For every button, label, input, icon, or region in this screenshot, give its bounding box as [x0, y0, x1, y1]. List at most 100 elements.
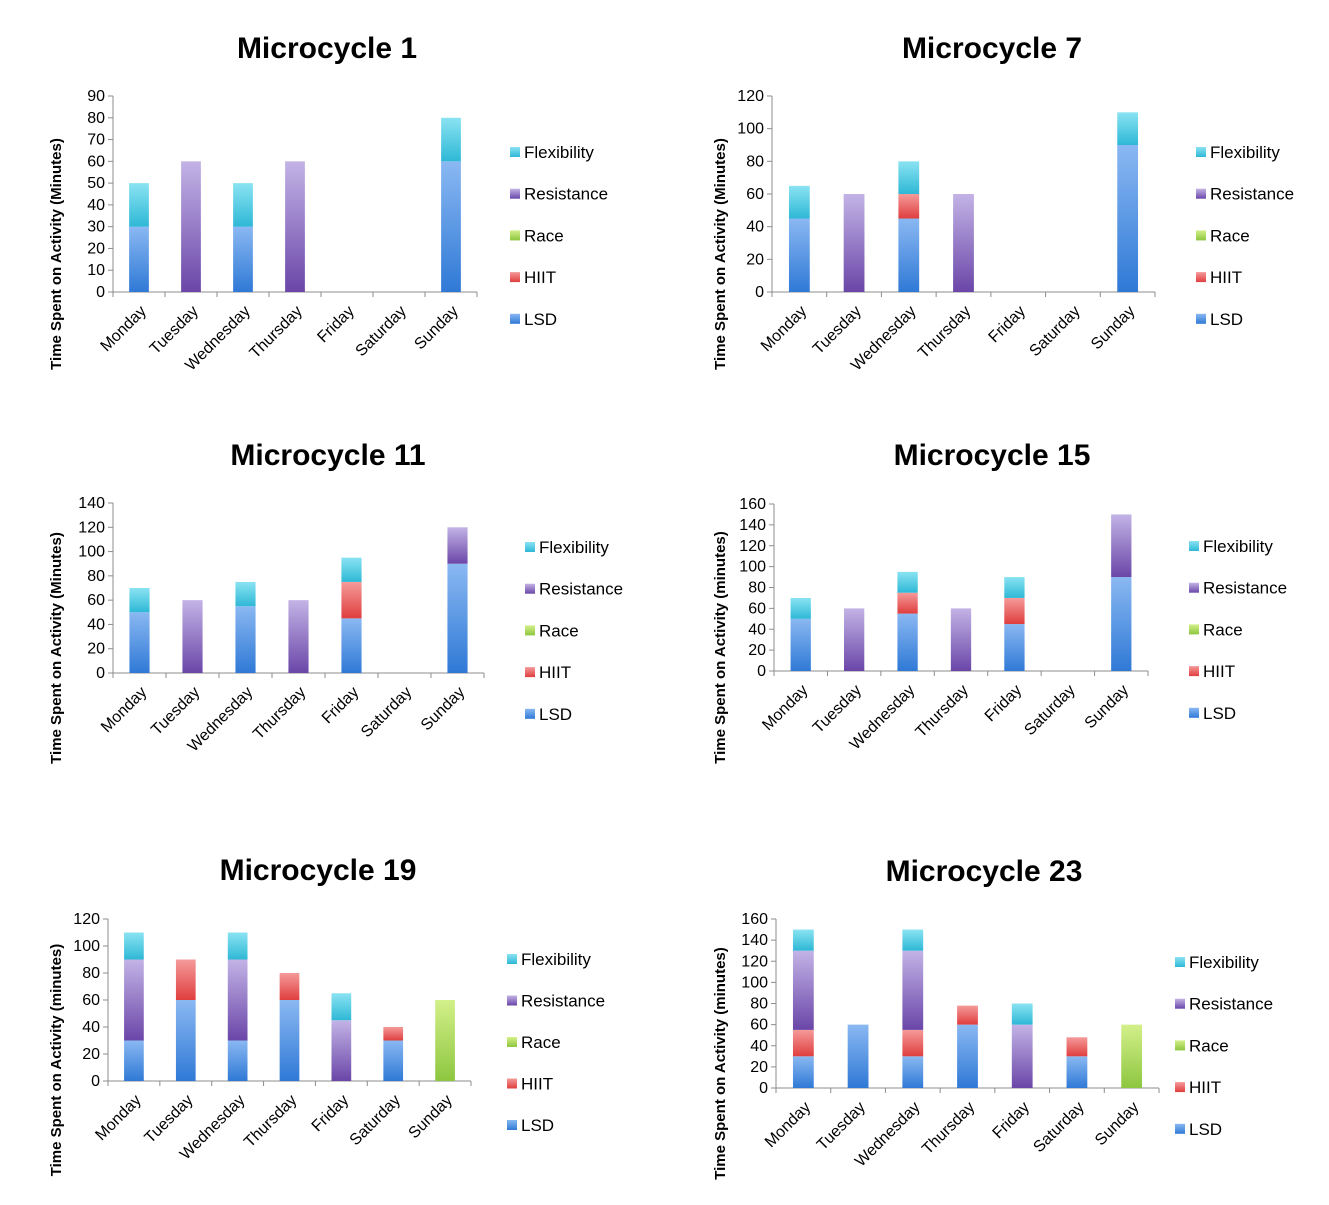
- x-tick-label: Saturday: [353, 303, 410, 360]
- legend-label-flexibility: Flexibility: [1203, 537, 1273, 556]
- bar-segment-flexibility: [235, 581, 256, 607]
- x-tick-label: Saturday: [358, 684, 415, 741]
- chart-svg: Microcycle 23 Time Spent on Activity (min…: [712, 855, 1273, 1180]
- bar-segment-lsd: [129, 226, 149, 292]
- legend-label-race: Race: [524, 226, 564, 245]
- x-tick-label: Monday: [98, 303, 150, 355]
- legend-swatch-lsd: [507, 1120, 517, 1130]
- y-tick-label: 0: [759, 1080, 768, 1097]
- bar-segment-resistance: [124, 959, 144, 1041]
- chart-svg: Microcycle 19 Time Spent on Activity (min…: [48, 854, 605, 1177]
- chart-microcycle-1: Microcycle 1 Time Spent on Activity (Minu…: [0, 0, 664, 402]
- legend-label-lsd: LSD: [524, 310, 557, 329]
- y-tick-label: 0: [91, 1073, 100, 1090]
- legend-swatch-flexibility: [1189, 541, 1199, 551]
- bar-segment-lsd: [897, 613, 918, 671]
- legend-label-resistance: Resistance: [1189, 995, 1273, 1014]
- y-tick-label: 40: [750, 1038, 768, 1055]
- bar-segment-hiit: [902, 1029, 924, 1057]
- bar-segment-flexibility: [331, 993, 352, 1021]
- bar-segment-flexibility: [898, 161, 920, 194]
- bar-segment-resistance: [288, 600, 309, 673]
- legend-label-resistance: Resistance: [524, 185, 608, 204]
- y-tick-label: 60: [87, 153, 105, 170]
- bar-segment-flexibility: [1011, 1003, 1033, 1025]
- y-tick-label: 140: [739, 517, 766, 534]
- legend-label-flexibility: Flexibility: [1189, 953, 1259, 972]
- bar-segment-flexibility: [897, 571, 918, 593]
- legend-swatch-race: [1175, 1040, 1185, 1051]
- bar-segment-flexibility: [441, 117, 461, 162]
- y-tick-label: 80: [87, 568, 105, 585]
- bar-segment-lsd: [233, 226, 253, 292]
- x-tick-label: Sunday: [1092, 1099, 1142, 1149]
- x-tick-label: Monday: [762, 1099, 814, 1151]
- y-tick-label: 160: [741, 911, 768, 928]
- x-tick-label: Thursday: [247, 303, 306, 362]
- x-tick-label: Thursday: [919, 1099, 978, 1158]
- x-tick-label: Sunday: [411, 303, 461, 353]
- legend-swatch-hiit: [1189, 666, 1199, 677]
- legend-swatch-resistance: [510, 188, 520, 199]
- y-tick-label: 20: [87, 240, 105, 257]
- y-axis-label: Time Spent on Activity (minutes): [48, 944, 65, 1177]
- y-axis-label: Time Spent on Activity (minutes): [712, 947, 729, 1180]
- bar-segment-hiit: [175, 959, 196, 1000]
- bar-segment-lsd: [957, 1024, 978, 1088]
- chart-title: Microcycle 11: [230, 439, 425, 472]
- legend-label-lsd: LSD: [1210, 310, 1243, 329]
- legend-label-race: Race: [1189, 1036, 1229, 1055]
- legend-swatch-flexibility: [510, 147, 520, 157]
- bar-segment-lsd: [1066, 1056, 1088, 1088]
- y-tick-label: 0: [96, 284, 105, 301]
- y-tick-label: 100: [78, 544, 105, 561]
- legend-swatch-race: [510, 230, 520, 241]
- y-tick-label: 60: [748, 600, 766, 617]
- legend-label-resistance: Resistance: [1203, 579, 1287, 598]
- y-tick-label: 120: [739, 538, 766, 555]
- legend-label-lsd: LSD: [1203, 704, 1236, 723]
- legend-swatch-race: [1196, 230, 1206, 241]
- bar-segment-lsd: [383, 1040, 404, 1081]
- bar-segment-lsd: [898, 218, 920, 292]
- y-tick-label: 60: [746, 186, 764, 203]
- x-tick-label: Tuesday: [148, 684, 203, 739]
- bar-segment-lsd: [847, 1024, 869, 1088]
- x-tick-label: Friday: [986, 303, 1029, 346]
- x-tick-label: Sunday: [406, 1092, 456, 1142]
- x-tick-label: Saturday: [1026, 303, 1083, 360]
- bar-segment-resistance: [792, 950, 814, 1030]
- bar-segment-resistance: [1011, 1024, 1033, 1088]
- legend-label-lsd: LSD: [539, 705, 572, 724]
- y-tick-label: 80: [748, 580, 766, 597]
- x-tick-label: Sunday: [1082, 682, 1132, 732]
- y-tick-label: 100: [739, 559, 766, 576]
- legend-label-flexibility: Flexibility: [524, 143, 594, 162]
- x-tick-label: Tuesday: [147, 303, 202, 358]
- bar-segment-lsd: [447, 563, 468, 673]
- legend-label-lsd: LSD: [521, 1116, 554, 1135]
- legend-swatch-flexibility: [525, 542, 535, 552]
- bar-segment-lsd: [235, 606, 256, 673]
- y-tick-label: 80: [82, 965, 100, 982]
- bar-segment-hiit: [897, 592, 918, 614]
- x-tick-label: Friday: [314, 303, 357, 346]
- y-tick-label: 20: [746, 251, 764, 268]
- x-tick-label: Monday: [758, 303, 810, 355]
- bar-segment-lsd: [175, 1000, 196, 1081]
- x-tick-label: Sunday: [1088, 303, 1138, 353]
- chart-title: Microcycle 23: [886, 855, 1083, 888]
- bar-segment-resistance: [227, 959, 248, 1041]
- y-axis-label: Time Spent on Activity (Minutes): [712, 138, 729, 370]
- y-tick-label: 140: [741, 932, 768, 949]
- legend-swatch-flexibility: [1196, 147, 1206, 157]
- bar-segment-race: [435, 1000, 455, 1081]
- legend-swatch-flexibility: [507, 954, 517, 964]
- legend-swatch-hiit: [1175, 1082, 1185, 1093]
- bar-segment-resistance: [182, 600, 203, 673]
- legend-label-race: Race: [1203, 620, 1243, 639]
- x-tick-label: Friday: [319, 684, 362, 727]
- legend-swatch-resistance: [507, 995, 517, 1006]
- y-tick-label: 40: [87, 197, 105, 214]
- legend-label-hiit: HIIT: [1189, 1078, 1221, 1097]
